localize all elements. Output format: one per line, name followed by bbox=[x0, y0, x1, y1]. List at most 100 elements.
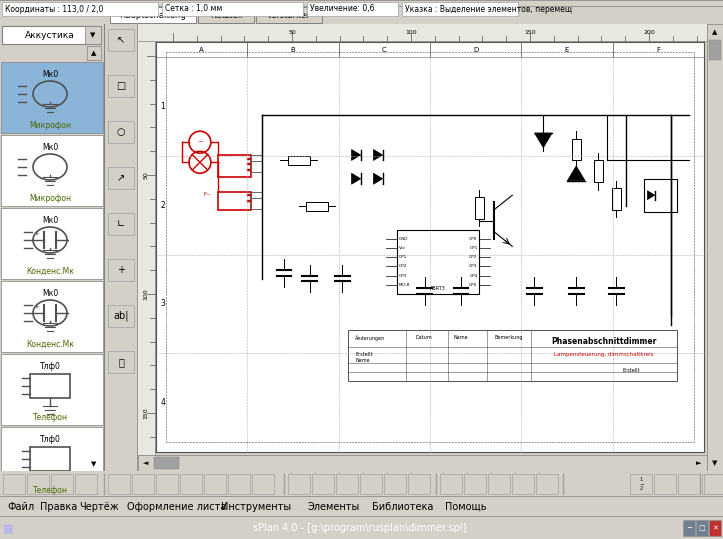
Text: Name: Name bbox=[355, 357, 369, 363]
Text: Datum: Datum bbox=[416, 335, 432, 340]
Text: Verstärker: Verstärker bbox=[268, 10, 311, 19]
Polygon shape bbox=[568, 166, 585, 181]
Polygon shape bbox=[648, 191, 655, 199]
Text: D: D bbox=[473, 46, 479, 52]
Text: ✕: ✕ bbox=[712, 525, 718, 531]
Bar bbox=[108, 167, 134, 189]
Text: sPlan 4.0 - [g:\program\rusplan\dimmer.spl]: sPlan 4.0 - [g:\program\rusplan\dimmer.s… bbox=[253, 523, 466, 533]
Text: A: A bbox=[200, 46, 204, 52]
Text: Аккустика: Аккустика bbox=[25, 31, 75, 39]
Polygon shape bbox=[351, 173, 361, 184]
Bar bbox=[430, 42, 521, 57]
Bar bbox=[251, 155, 262, 166]
Bar bbox=[204, 474, 226, 494]
Text: ►: ► bbox=[696, 460, 702, 466]
Bar bbox=[643, 179, 677, 212]
Text: +: + bbox=[33, 304, 39, 310]
Bar bbox=[654, 474, 676, 494]
Text: Name: Name bbox=[454, 335, 469, 340]
Text: Правка: Правка bbox=[40, 502, 77, 512]
Bar bbox=[696, 520, 708, 536]
Bar bbox=[27, 474, 49, 494]
Text: Hauptschaltung: Hauptschaltung bbox=[119, 10, 187, 19]
Bar bbox=[709, 40, 721, 60]
Bar bbox=[288, 474, 310, 494]
Text: 200: 200 bbox=[643, 30, 655, 34]
Text: ↖: ↖ bbox=[117, 35, 125, 45]
Text: ▲: ▲ bbox=[712, 29, 718, 35]
Text: ▦: ▦ bbox=[3, 523, 13, 533]
Bar bbox=[228, 474, 250, 494]
Bar bbox=[1, 208, 103, 279]
Text: 100: 100 bbox=[405, 30, 417, 34]
Text: ◄: ◄ bbox=[143, 460, 149, 466]
Bar bbox=[702, 474, 723, 494]
Text: ab|: ab| bbox=[114, 311, 129, 321]
Text: +: + bbox=[33, 231, 39, 237]
Text: Элементы: Элементы bbox=[307, 502, 359, 512]
Bar bbox=[108, 305, 134, 327]
Text: E: E bbox=[565, 46, 569, 52]
Text: □: □ bbox=[116, 81, 126, 91]
Bar bbox=[612, 188, 621, 210]
Text: Файл: Файл bbox=[7, 502, 35, 512]
Bar bbox=[180, 474, 202, 494]
Text: 1
─
2: 1 ─ 2 bbox=[639, 478, 643, 490]
Text: Телефон: Телефон bbox=[33, 486, 67, 495]
Ellipse shape bbox=[33, 300, 67, 326]
Bar bbox=[247, 42, 338, 57]
Text: ▼: ▼ bbox=[91, 461, 97, 467]
Bar bbox=[488, 474, 510, 494]
Bar bbox=[521, 42, 612, 57]
Bar bbox=[1, 62, 103, 133]
Text: 100: 100 bbox=[143, 288, 148, 300]
Bar bbox=[110, 7, 196, 23]
Text: Телефон: Телефон bbox=[33, 413, 67, 422]
Bar bbox=[440, 474, 462, 494]
Bar bbox=[312, 474, 334, 494]
Text: GP2: GP2 bbox=[399, 265, 407, 268]
Bar bbox=[336, 474, 358, 494]
Text: ~: ~ bbox=[197, 139, 203, 145]
Bar bbox=[408, 474, 430, 494]
Bar bbox=[512, 474, 534, 494]
Text: Мк0: Мк0 bbox=[42, 143, 58, 152]
Bar bbox=[156, 42, 247, 57]
Bar bbox=[85, 26, 101, 44]
Bar bbox=[252, 474, 274, 494]
Text: 4: 4 bbox=[161, 398, 166, 407]
Text: Микрофон: Микрофон bbox=[29, 121, 71, 130]
Bar bbox=[1, 281, 103, 352]
Text: Указка : Выделение элементов, перемещ: Указка : Выделение элементов, перемещ bbox=[405, 4, 572, 13]
Text: Мк0: Мк0 bbox=[42, 70, 58, 79]
Text: ▼: ▼ bbox=[712, 460, 718, 466]
Bar bbox=[108, 259, 134, 281]
Text: Координаты : 113,0 / 2,0: Координаты : 113,0 / 2,0 bbox=[5, 4, 103, 13]
Bar bbox=[2, 2, 158, 16]
Text: +: + bbox=[117, 265, 125, 275]
Text: 3: 3 bbox=[161, 299, 166, 308]
Bar bbox=[75, 474, 97, 494]
Text: B: B bbox=[291, 46, 296, 52]
Bar bbox=[218, 191, 251, 210]
Bar bbox=[1, 354, 103, 425]
Text: GP0: GP0 bbox=[469, 237, 478, 241]
Text: Конденс.Мк: Конденс.Мк bbox=[26, 340, 74, 349]
Bar bbox=[108, 474, 130, 494]
Text: Bemerkung: Bemerkung bbox=[494, 335, 523, 340]
Text: 150: 150 bbox=[143, 407, 148, 419]
Text: Netzteil: Netzteil bbox=[210, 10, 242, 19]
Polygon shape bbox=[374, 149, 382, 161]
Text: Мк0: Мк0 bbox=[42, 216, 58, 225]
Bar bbox=[338, 42, 430, 57]
Text: ▼: ▼ bbox=[90, 32, 95, 38]
Text: Тлф0: Тлф0 bbox=[40, 362, 61, 371]
Bar bbox=[247, 163, 251, 165]
Text: Мк0: Мк0 bbox=[42, 289, 58, 298]
Text: GP2: GP2 bbox=[469, 255, 478, 259]
Text: C: C bbox=[382, 46, 387, 52]
Text: Библиотека: Библиотека bbox=[372, 502, 434, 512]
Bar bbox=[384, 474, 406, 494]
Bar bbox=[630, 474, 652, 494]
Bar bbox=[3, 474, 25, 494]
